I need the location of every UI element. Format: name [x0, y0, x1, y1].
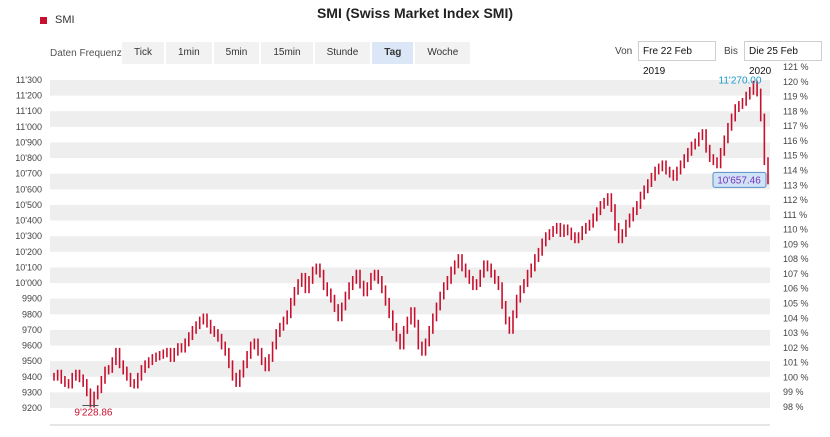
tab-woche[interactable]: Woche [415, 42, 471, 64]
y-tick-label-right: 117 % [783, 121, 808, 131]
frequency-label: Daten Frequenz [50, 48, 122, 59]
y-tick-label-right: 106 % [783, 284, 809, 294]
y-tick-label-right: 112 % [783, 195, 808, 205]
y-tick-label-left: 9800 [22, 309, 42, 319]
grid-band [50, 173, 770, 190]
y-tick-label-right: 98 % [783, 402, 804, 412]
last-value-box [712, 171, 767, 188]
to-label: Bis [724, 46, 738, 57]
y-tick-label-left: 10'600 [15, 184, 42, 194]
y-tick-label-left: 10'200 [15, 247, 42, 257]
y-tick-label-left: 9400 [22, 372, 42, 382]
y-tick-label-left: 9500 [22, 356, 42, 366]
from-label: Von [615, 46, 633, 57]
frequency-tabs: Tick 1min 5min 15min Stunde Tag Woche [122, 42, 471, 64]
grid-band [50, 80, 770, 96]
y-tick-label-left: 10'900 [15, 137, 42, 147]
y-tick-label-left: 10'300 [15, 231, 42, 241]
y-tick-label-right: 120 % [783, 77, 809, 87]
legend-label: SMI [55, 14, 75, 26]
y-tick-label-right: 118 % [783, 106, 808, 116]
grid-band [50, 111, 770, 127]
y-tick-label-left: 10'700 [15, 169, 42, 179]
y-tick-label-right: 104 % [783, 313, 809, 323]
y-tick-label-left: 10'400 [15, 216, 42, 226]
tab-stunde[interactable]: Stunde [314, 42, 371, 64]
y-tick-label-right: 102 % [783, 343, 809, 353]
y-tick-label-right: 114 % [783, 165, 808, 175]
y-tick-label-left: 11'200 [16, 91, 42, 101]
grid-band [50, 329, 770, 346]
last-value-label: 10'657.46 [717, 175, 761, 186]
y-tick-label-left: 9200 [22, 403, 42, 413]
legend-swatch [40, 16, 47, 24]
y-tick-label-right: 105 % [783, 299, 809, 309]
grid-band [50, 392, 770, 408]
grid-band [50, 267, 770, 284]
y-tick-label-right: 116 % [783, 136, 808, 146]
y-tick-label-right: 99 % [783, 387, 804, 397]
grid-band [50, 361, 770, 377]
y-tick-label-right: 109 % [783, 239, 809, 249]
grid-band [50, 204, 770, 221]
chart-title: SMI (Swiss Market Index SMI) [316, 5, 514, 21]
grid-band [50, 142, 770, 159]
y-tick-label-left: 10'500 [15, 200, 42, 210]
tab-15min[interactable]: 15min [261, 42, 313, 64]
y-tick-label-right: 103 % [783, 328, 809, 338]
from-date-field[interactable]: Fre 22 Feb 2019 [638, 41, 716, 77]
tab-5min[interactable]: 5min [213, 42, 260, 64]
y-tick-label-left: 9900 [22, 294, 42, 304]
y-tick-label-left: 10'000 [15, 278, 42, 288]
y-tick-label-right: 108 % [783, 254, 809, 264]
legend: SMI [40, 14, 75, 26]
max-value-label: 11'270.00 [719, 76, 762, 87]
grid-band [50, 298, 770, 315]
y-tick-label-right: 100 % [783, 372, 809, 382]
y-tick-label-left: 10'800 [15, 153, 42, 163]
y-tick-label-right: 113 % [783, 180, 808, 190]
y-tick-label-left: 11'300 [16, 75, 42, 85]
min-value-label: 9'228.86 [74, 407, 112, 418]
y-tick-label-right: 115 % [783, 151, 808, 161]
tab-tick[interactable]: Tick [122, 42, 164, 64]
y-tick-label-left: 11'000 [16, 122, 42, 132]
y-tick-label-right: 111 % [783, 210, 807, 220]
y-tick-label-left: 11'100 [16, 106, 42, 116]
y-tick-label-right: 121 % [783, 62, 809, 72]
grid-band [50, 236, 770, 252]
y-tick-label-right: 110 % [783, 225, 808, 235]
y-tick-label-right: 107 % [783, 269, 809, 279]
tab-tag[interactable]: Tag [372, 42, 414, 64]
y-tick-label-left: 9600 [22, 341, 42, 351]
tab-1min[interactable]: 1min [165, 42, 212, 64]
to-date-field[interactable]: Die 25 Feb 2020 [744, 41, 822, 77]
y-tick-label-left: 10'100 [15, 262, 42, 272]
y-tick-label-right: 101 % [783, 358, 809, 368]
y-tick-label-left: 9700 [22, 325, 42, 335]
y-tick-label-left: 9300 [22, 387, 42, 397]
y-tick-label-right: 119 % [783, 92, 808, 102]
